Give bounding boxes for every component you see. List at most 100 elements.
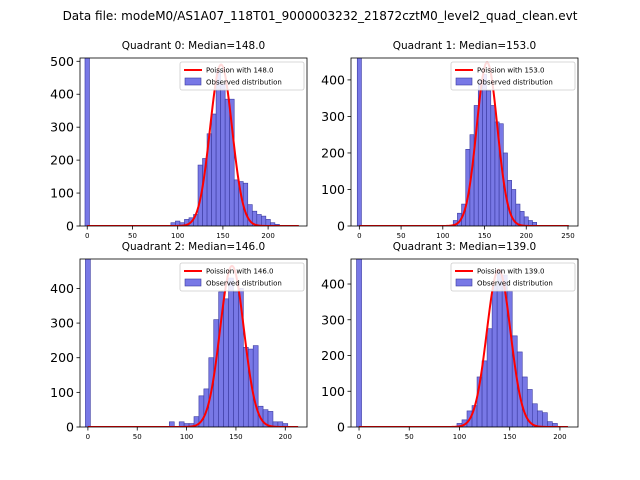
chart-title: Quadrant 1: Median=153.0 — [393, 40, 536, 52]
y-tick-label: 100 — [321, 384, 345, 399]
y-tick-label: 0 — [337, 420, 345, 435]
axes-frame — [79, 258, 308, 428]
y-tick-label: 0 — [66, 219, 74, 234]
x-tick-label: 0 — [85, 232, 89, 240]
legend: Poission with 148.0 Observed distribution — [179, 61, 305, 91]
chart-title: Quadrant 3: Median=139.0 — [393, 241, 536, 253]
legend-box — [179, 262, 305, 292]
legend: Poission with 139.0 Observed distribution — [450, 262, 576, 292]
histogram-bar — [537, 410, 543, 427]
y-tick-label: 0 — [66, 420, 74, 435]
histogram-bar — [233, 179, 240, 226]
histogram-bar — [228, 277, 234, 427]
poisson-fit-line — [87, 264, 299, 427]
histogram-bar — [481, 360, 488, 427]
figure-suptitle: Data file: modeM0/AS1A07_118T01_90000032… — [63, 9, 578, 23]
histogram-bar — [486, 90, 492, 226]
x-tick-label: 150 — [478, 232, 491, 240]
legend-bar-swatch — [455, 278, 473, 287]
x-tick-label: 100 — [436, 232, 449, 240]
legend-label-observed: Observed distribution — [477, 280, 553, 288]
histogram-bar — [252, 345, 259, 427]
histogram-bar — [519, 211, 525, 226]
quadrant-3-chart: Quadrant 3: Median=139.0 0 50 100 150 200 0 100… — [321, 241, 579, 441]
histogram-bar — [521, 376, 528, 427]
histogram-bar — [256, 214, 262, 226]
y-tick-label: 400 — [321, 277, 345, 292]
x-tick-label: 200 — [520, 232, 533, 240]
x-tick-label: 150 — [229, 433, 242, 441]
y-tick-label: 300 — [50, 316, 74, 331]
histogram-bar — [523, 216, 529, 226]
legend-bar-swatch — [184, 77, 202, 86]
legend: Poission with 146.0 Observed distribution — [179, 262, 305, 292]
y-tick-label: 100 — [50, 186, 74, 201]
x-tick-label: 100 — [180, 433, 193, 441]
x-tick-label: 200 — [279, 433, 292, 441]
y-tick-label: 200 — [50, 350, 74, 365]
x-tick-label: 50 — [397, 232, 406, 240]
histogram-bar — [486, 328, 493, 427]
legend-label-fit: Poission with 139.0 — [477, 268, 545, 276]
y-tick-label: 0 — [337, 219, 345, 234]
y-tick-label: 100 — [50, 385, 74, 400]
y-tick-label: 400 — [321, 72, 345, 87]
axes-frame — [350, 57, 579, 227]
x-tick-label: 0 — [357, 232, 361, 240]
histogram-bar — [356, 58, 362, 226]
legend-box — [450, 61, 576, 91]
y-tick-label: 200 — [321, 145, 345, 160]
histogram-bar — [169, 421, 175, 427]
histogram-bar — [84, 58, 90, 226]
x-tick-label: 250 — [561, 232, 574, 240]
y-tick-label: 200 — [321, 348, 345, 363]
legend-box — [450, 262, 576, 292]
poisson-fit-line — [359, 268, 568, 427]
legend-label-fit: Poission with 146.0 — [206, 268, 274, 276]
histogram-bar — [552, 423, 558, 427]
histogram-bar — [496, 269, 503, 427]
histogram-bar — [490, 105, 496, 226]
histogram-bar — [267, 411, 274, 427]
histogram-bar — [211, 113, 217, 226]
bars — [84, 58, 299, 226]
y-tick-label: 400 — [50, 87, 74, 102]
x-tick-label: 150 — [216, 232, 229, 240]
quadrant-0-chart: Quadrant 0: Median=148.0 0 50 100 150 200 0 100… — [50, 40, 308, 240]
legend-bar-swatch — [184, 278, 202, 287]
y-tick-label: 100 — [321, 182, 345, 197]
histogram-bar — [482, 74, 487, 226]
x-tick-label: 200 — [261, 232, 274, 240]
histogram-bar — [261, 215, 267, 226]
y-tick-label: 300 — [50, 120, 74, 135]
chart-title: Quadrant 0: Median=148.0 — [122, 40, 265, 52]
x-tick-label: 0 — [86, 433, 90, 441]
x-tick-label: 100 — [453, 433, 466, 441]
x-tick-label: 50 — [128, 232, 137, 240]
legend-bar-swatch — [455, 77, 473, 86]
histogram-bar — [215, 70, 221, 226]
y-tick-label: 400 — [50, 281, 74, 296]
histogram-bar — [85, 259, 91, 427]
x-tick-label: 100 — [171, 232, 184, 240]
x-tick-label: 200 — [553, 433, 566, 441]
legend-box — [179, 61, 305, 91]
legend-label-observed: Observed distribution — [477, 79, 553, 87]
bars — [85, 259, 299, 427]
bars — [356, 58, 569, 226]
histogram-bar — [223, 298, 229, 427]
axes-frame — [79, 57, 308, 227]
legend-label-observed: Observed distribution — [206, 280, 282, 288]
histogram-bar — [542, 412, 548, 427]
y-tick-label: 300 — [321, 312, 345, 327]
histogram-bar — [491, 285, 498, 427]
chart-title: Quadrant 2: Median=146.0 — [122, 241, 265, 253]
x-tick-label: 0 — [357, 433, 361, 441]
histogram-bar — [229, 98, 235, 226]
legend-label-observed: Observed distribution — [206, 79, 282, 87]
quadrant-2-chart: Quadrant 2: Median=146.0 0 50 100 150 200 0 100… — [50, 241, 308, 441]
histogram-bar — [224, 98, 230, 226]
legend-label-fit: Poission with 148.0 — [206, 67, 274, 75]
legend: Poission with 153.0 Observed distribution — [450, 61, 576, 91]
